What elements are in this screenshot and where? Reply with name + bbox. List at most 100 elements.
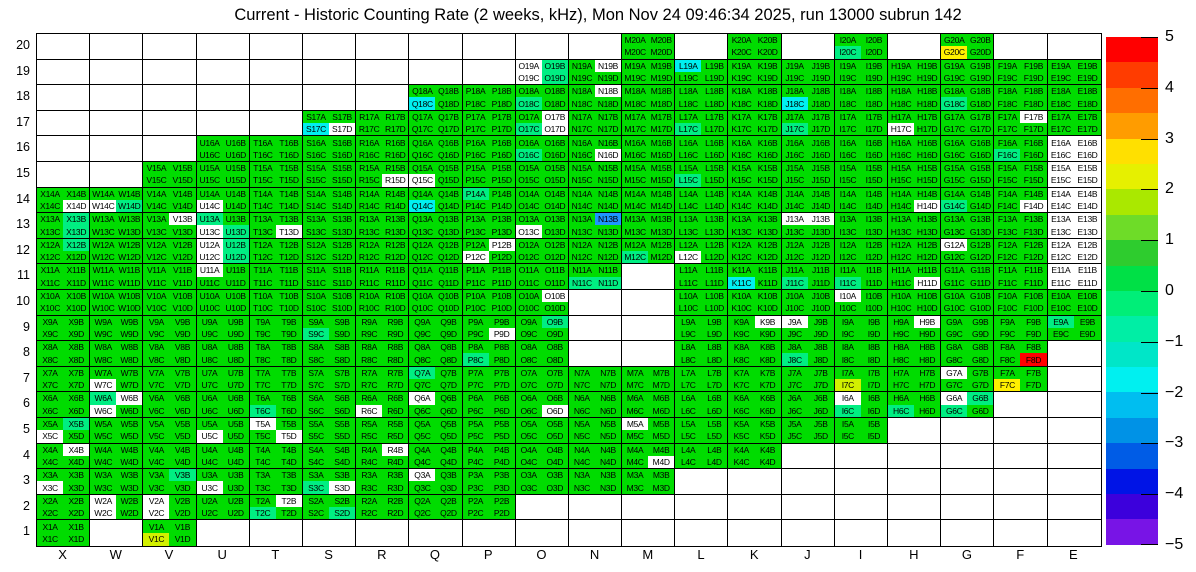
colorbar-tickmark-−4	[1141, 494, 1158, 496]
quad-H7D: H7D	[914, 379, 941, 392]
quad-S15C: S15C	[302, 174, 330, 187]
quad-G15B: G15B	[967, 161, 994, 175]
quad-W10C: W10C	[90, 302, 117, 315]
quad-X8A: X8A	[37, 341, 64, 354]
quad-U9B: U9B	[222, 315, 249, 328]
quad-X9B: X9B	[63, 315, 90, 328]
quad-M18A: M18A	[622, 85, 649, 98]
quad-U7A: U7A	[196, 366, 223, 380]
quad-K18D: K18D	[754, 97, 781, 110]
quad-V13C: V13C	[143, 225, 170, 238]
quad-N4C: N4C	[568, 455, 595, 469]
colorbar-band-15	[1106, 417, 1158, 444]
quad-O7C: O7C	[515, 379, 542, 392]
cell-L4: L4A L4B L4C L4D	[675, 443, 729, 470]
cell-G6: G6A G6B G6C G6D	[941, 392, 995, 418]
cell-K17: K17A K17B K17C K17D	[728, 110, 782, 137]
quad-O9D: O9D	[541, 327, 568, 341]
cell-S7: S7A S7B S7C S7D	[302, 366, 357, 393]
quad-K10D: K10D	[754, 302, 781, 315]
cell-F14: F14A F14B F14C F14D	[994, 187, 1048, 214]
cell-J14: J14A J14B J14C J14D	[781, 187, 835, 214]
quad-W9D: W9D	[116, 327, 143, 341]
quad-E17A: E17A	[1047, 110, 1075, 124]
cell-I20: I20A I20B I20C I20D	[834, 34, 888, 60]
quad-G18A: G18A	[941, 85, 968, 98]
quad-L17B: L17B	[701, 110, 728, 124]
quad-T12B: T12B	[275, 238, 302, 252]
cell-O6: O6A O6B O6C O6D	[515, 392, 569, 418]
y-tick-10: 10	[16, 294, 30, 308]
cell-F15: F15A F15B F15C F15D	[994, 161, 1048, 188]
quad-S2D: S2D	[329, 506, 356, 520]
colorbar-band-12	[1106, 341, 1158, 368]
quad-S6C: S6C	[302, 404, 330, 417]
quad-R17A: R17A	[356, 110, 383, 124]
quad-K17C: K17C	[728, 123, 755, 136]
quad-K11D: K11D	[754, 276, 781, 289]
quad-L13C: L13C	[675, 225, 702, 238]
quad-M15C: M15C	[622, 174, 649, 187]
quad-G11B: G11B	[967, 264, 994, 277]
quad-P6C: P6C	[462, 404, 489, 417]
quad-N4B: N4B	[594, 443, 622, 456]
cell-T10: T10A T10B T10C T10D	[249, 289, 303, 316]
quad-N15A: N15A	[568, 161, 595, 175]
quad-S3D: S3D	[329, 481, 356, 494]
quad-K19A: K19A	[728, 59, 755, 72]
quad-I10D: I10D	[860, 302, 887, 315]
quad-Q2B: Q2B	[435, 494, 462, 507]
quad-O12C: O12C	[515, 251, 542, 264]
y-tick-8: 8	[23, 345, 30, 360]
quad-W3D: W3D	[116, 481, 143, 494]
quad-G9B: G9B	[967, 315, 994, 328]
quad-V1C: V1C	[143, 533, 170, 546]
quad-P14D: P14D	[488, 199, 515, 213]
quad-R7C: R7C	[356, 379, 383, 392]
quad-H17A: H17A	[888, 110, 915, 124]
quad-M16B: M16B	[648, 136, 675, 149]
quad-W12B: W12B	[116, 238, 143, 252]
cell-H9: H9A H9B H9C H9D	[888, 315, 942, 342]
quad-J6D: J6D	[807, 404, 834, 417]
cell-F11: F11A F11B F11C F11D	[994, 264, 1048, 290]
quad-W13B: W13B	[116, 213, 143, 226]
quad-O3C: O3C	[515, 481, 542, 494]
cell-L6: L6A L6B L6C L6D	[675, 392, 729, 418]
cell-H14: H14A H14B H14C H14D	[888, 187, 942, 214]
quad-I8D: I8D	[860, 353, 887, 366]
quad-P18D: P18D	[488, 97, 515, 110]
quad-I9D: I9D	[860, 327, 887, 341]
quad-Q14C: Q14C	[409, 199, 436, 213]
quad-P4D: P4D	[488, 455, 515, 469]
quad-T3B: T3B	[275, 469, 302, 482]
quad-W8B: W8B	[116, 341, 143, 354]
cell-X10: X10A X10B X10C X10D	[37, 289, 91, 316]
quad-N19D: N19D	[594, 71, 622, 85]
quad-W6B: W6B	[116, 392, 143, 405]
colorbar-band-5	[1106, 163, 1158, 190]
quad-S6D: S6D	[329, 404, 356, 417]
quad-L10A: L10A	[675, 289, 702, 303]
quad-N12B: N12B	[594, 238, 622, 252]
quad-T3A: T3A	[249, 469, 276, 482]
quad-I10B: I10B	[860, 289, 887, 303]
quad-P14C: P14C	[462, 199, 489, 213]
quad-V15C: V15C	[143, 174, 170, 187]
cell-T8: T8A T8B T8C T8D	[249, 341, 303, 367]
quad-Q16A: Q16A	[409, 136, 436, 149]
quad-R3B: R3B	[382, 469, 409, 482]
quad-V13D: V13D	[169, 225, 196, 238]
cell-K11: K11A K11B K11C K11D	[728, 264, 782, 290]
quad-U12B: U12B	[222, 238, 249, 252]
cell-L9: L9A L9B L9C L9D	[675, 315, 729, 342]
y-tick-20: 20	[16, 38, 30, 52]
cell-O18: O18A O18B O18C O18D	[515, 85, 569, 111]
y-tick-14: 14	[16, 191, 30, 206]
quad-W12C: W12C	[90, 251, 117, 264]
quad-J17C: J17C	[781, 123, 808, 136]
quad-T14B: T14B	[275, 187, 302, 200]
cell-R2: R2A R2B R2C R2D	[356, 494, 410, 521]
cell-P19	[462, 59, 516, 86]
cell-U6: U6A U6B U6C U6D	[196, 392, 250, 418]
